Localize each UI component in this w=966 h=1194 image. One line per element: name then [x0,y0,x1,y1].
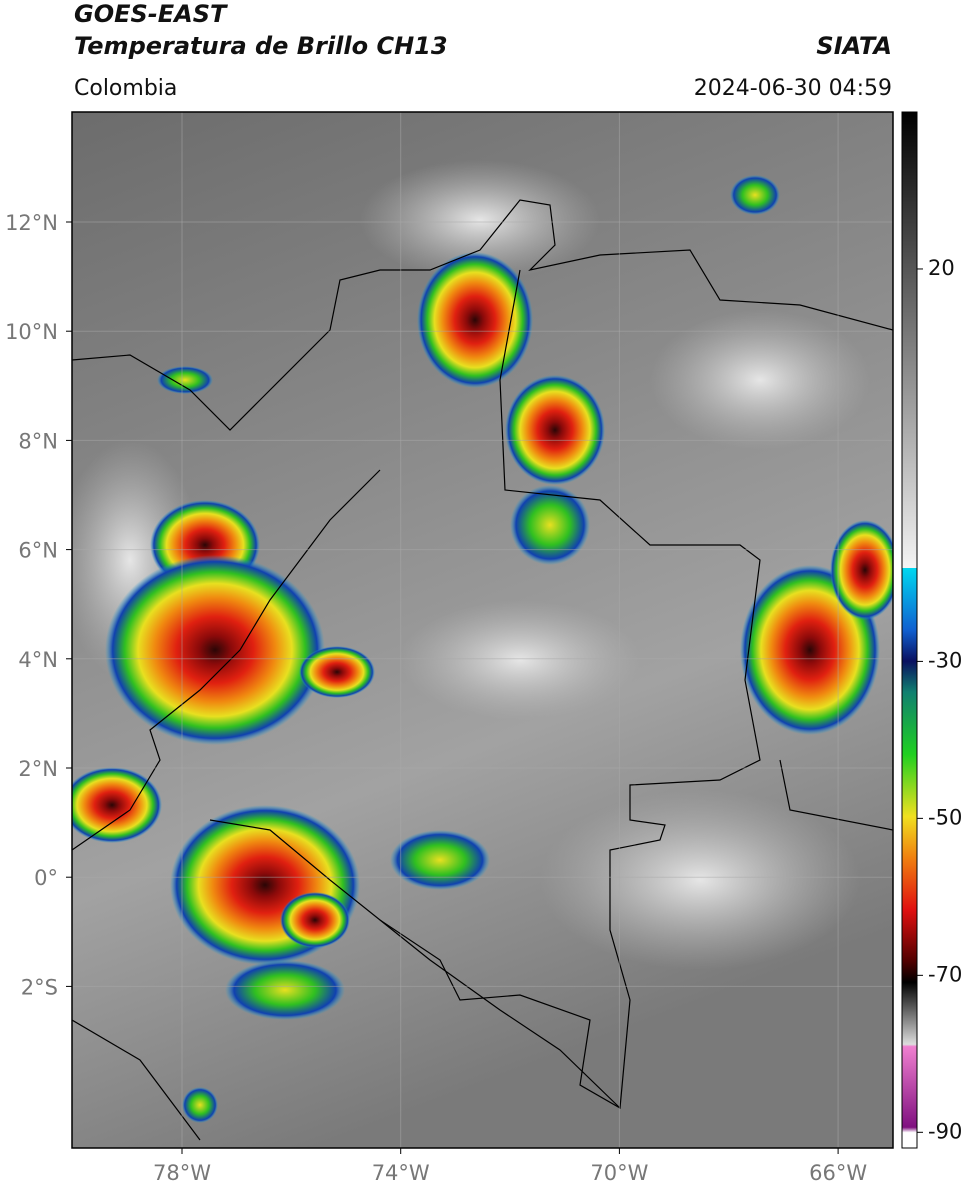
lat-label: 4°N [18,648,58,672]
source: SIATA [816,32,892,60]
colorbar-tick-label: -30 [928,648,962,672]
colorbar-tick-label: -90 [928,1119,962,1143]
lon-label: 74°W [372,1161,430,1185]
map-image [72,112,893,1148]
subtitle: Temperatura de Brillo CH13 [74,32,448,60]
lat-label: 10°N [5,320,58,344]
lat-label: 2°N [18,757,58,781]
lon-label: 66°W [809,1161,867,1185]
colorbar [901,111,918,1149]
colorbar-tick-label: -70 [928,962,962,986]
lat-label: 12°N [5,211,58,235]
lon-label: 78°W [153,1161,211,1185]
lat-label: 0° [34,866,58,890]
map-frame [71,111,894,1149]
colorbar-tick-label: -50 [928,805,962,829]
lat-label: 2°S [21,975,58,999]
lat-label: 6°N [18,539,58,563]
colorbar-tick-label: 20 [928,256,955,280]
region: Colombia [74,76,177,101]
title: GOES-EAST [74,0,228,28]
lon-label: 70°W [590,1161,648,1185]
lat-label: 8°N [18,429,58,453]
datetime: 2024-06-30 04:59 [694,76,892,101]
